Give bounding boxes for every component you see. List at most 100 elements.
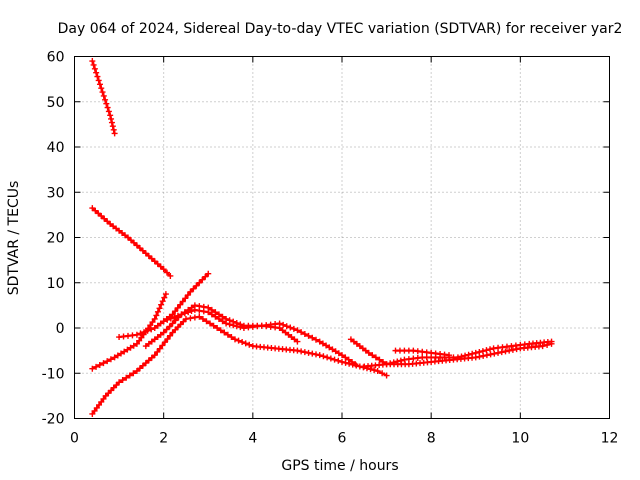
data-point — [104, 104, 111, 111]
data-point — [166, 323, 173, 330]
data-point — [114, 352, 121, 359]
data-point — [498, 349, 505, 356]
data-point — [148, 326, 155, 333]
data-point — [116, 379, 123, 386]
y-tick-label: 50 — [47, 95, 65, 111]
y-tick-label: 20 — [47, 231, 65, 247]
data-point — [339, 358, 345, 365]
data-point — [379, 370, 386, 377]
data-point — [124, 346, 131, 353]
data-point — [151, 352, 158, 359]
data-point — [93, 69, 100, 76]
data-point — [215, 315, 222, 322]
data-point — [290, 325, 297, 332]
data-point — [199, 276, 206, 283]
data-point — [224, 331, 231, 338]
data-point — [294, 327, 301, 334]
data-point — [217, 327, 224, 334]
data-point — [182, 295, 189, 302]
data-point — [93, 363, 100, 370]
data-point — [548, 340, 555, 347]
data-point — [242, 340, 249, 347]
data-point — [342, 354, 349, 361]
y-tick-label: -10 — [42, 366, 65, 382]
data-point — [383, 372, 390, 379]
data-point — [99, 89, 106, 96]
data-point — [188, 308, 195, 315]
series-arc-4 — [89, 313, 390, 417]
data-point — [141, 329, 148, 336]
data-point — [154, 348, 161, 355]
data-point — [332, 348, 339, 355]
y-tick-label: 0 — [56, 321, 65, 337]
data-point — [111, 130, 118, 137]
data-point — [230, 322, 237, 329]
data-point — [323, 342, 330, 349]
y-axis-label: SDTVAR / TECUs — [6, 181, 22, 296]
data-point — [174, 312, 181, 319]
data-point — [305, 332, 312, 339]
data-point — [89, 58, 96, 65]
data-point — [221, 329, 228, 336]
data-point — [446, 352, 452, 359]
data-point — [108, 119, 115, 126]
data-point — [172, 317, 179, 324]
data-point — [349, 358, 356, 365]
data-point — [309, 334, 316, 341]
series-arc-10 — [392, 347, 452, 359]
data-point — [136, 337, 143, 344]
x-tick-label: 4 — [248, 431, 257, 447]
grid — [74, 56, 610, 419]
data-point — [316, 338, 323, 345]
data-point — [374, 367, 381, 374]
data-point — [160, 266, 167, 273]
data-point — [506, 347, 513, 354]
data-point — [156, 305, 163, 312]
x-tick-labels: 0 2 4 6 8 10 12 — [70, 431, 618, 447]
data-point — [509, 346, 516, 353]
data-point — [162, 291, 169, 298]
data-point — [301, 331, 308, 338]
data-point — [226, 321, 233, 328]
data-point — [147, 322, 154, 329]
data-point — [312, 336, 319, 343]
data-point — [246, 341, 253, 348]
data-point — [182, 315, 189, 322]
data-point — [172, 308, 179, 315]
data-point — [164, 316, 171, 323]
data-point — [108, 115, 115, 122]
data-point — [352, 361, 359, 368]
data-point — [96, 81, 103, 88]
y-tick-label: 60 — [47, 50, 65, 66]
data-point — [298, 329, 305, 336]
data-point — [544, 341, 551, 348]
x-tick-label: 0 — [70, 431, 79, 447]
y-tick-label: 10 — [47, 276, 65, 292]
data-point — [130, 370, 137, 377]
data-point — [89, 365, 96, 372]
x-tick-label: 2 — [159, 431, 168, 447]
series-arc-2 — [89, 205, 174, 279]
x-tick-label: 10 — [511, 431, 529, 447]
data-point — [205, 309, 212, 316]
data-point — [104, 358, 111, 365]
data-point — [167, 315, 174, 322]
data-point — [164, 269, 171, 276]
data-point — [185, 309, 192, 316]
data-point — [123, 374, 130, 381]
data-point — [190, 285, 197, 292]
data-point — [219, 318, 226, 325]
data-point — [203, 318, 210, 325]
data-point — [305, 349, 312, 356]
data-point — [91, 65, 98, 72]
data-point — [154, 308, 161, 315]
data-point — [205, 270, 212, 277]
data-point — [294, 338, 301, 345]
data-point — [89, 410, 96, 417]
data-point — [151, 315, 158, 322]
x-tick-label: 12 — [601, 431, 619, 447]
data-point — [539, 343, 546, 350]
series-arc-7 — [160, 306, 301, 345]
data-point — [117, 350, 124, 357]
